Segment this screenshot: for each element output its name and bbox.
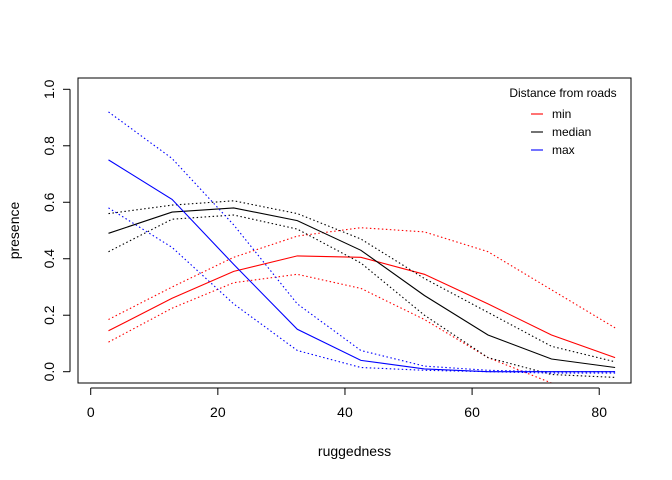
series-median-upper-bound: [108, 200, 616, 363]
x-tick-label: 20: [210, 404, 226, 420]
series-min-lower-bound: [108, 273, 616, 383]
y-tick-label: 0.8: [41, 136, 57, 156]
y-axis-title: presence: [6, 201, 22, 259]
legend-label-min: min: [552, 107, 571, 121]
legend-title: Distance from roads: [509, 86, 616, 100]
plot-area: [108, 111, 616, 383]
series-max-upper-bound: [108, 111, 616, 373]
x-tick-label: 60: [464, 404, 480, 420]
y-tick-label: 0.6: [41, 192, 57, 212]
legend-label-median: median: [552, 125, 591, 139]
y-tick-label: 0.0: [41, 362, 57, 382]
series-max-line: [108, 159, 616, 373]
series-median-lower-bound: [108, 214, 616, 378]
legend: Distance from roads min median max: [509, 86, 616, 157]
y-tick-label: 1.0: [41, 79, 57, 99]
series-group: [108, 111, 616, 383]
x-tick-label: 0: [87, 404, 95, 420]
legend-label-max: max: [552, 143, 575, 157]
x-axis-title: ruggedness: [318, 443, 391, 459]
y-tick-label: 0.2: [41, 305, 57, 325]
series-max-lower-bound: [108, 207, 616, 374]
y-tick-label: 0.4: [41, 249, 57, 269]
x-tick-label: 40: [337, 404, 353, 420]
series-min-line: [108, 255, 616, 359]
series-median-line: [108, 207, 616, 369]
x-tick-label: 80: [591, 404, 607, 420]
plot-frame: [77, 77, 632, 384]
axes: 0 20 40 60 80 0.0 0.2 0.4 0.6 0.8 1.0: [41, 79, 607, 420]
series-min-upper-bound: [108, 227, 616, 329]
